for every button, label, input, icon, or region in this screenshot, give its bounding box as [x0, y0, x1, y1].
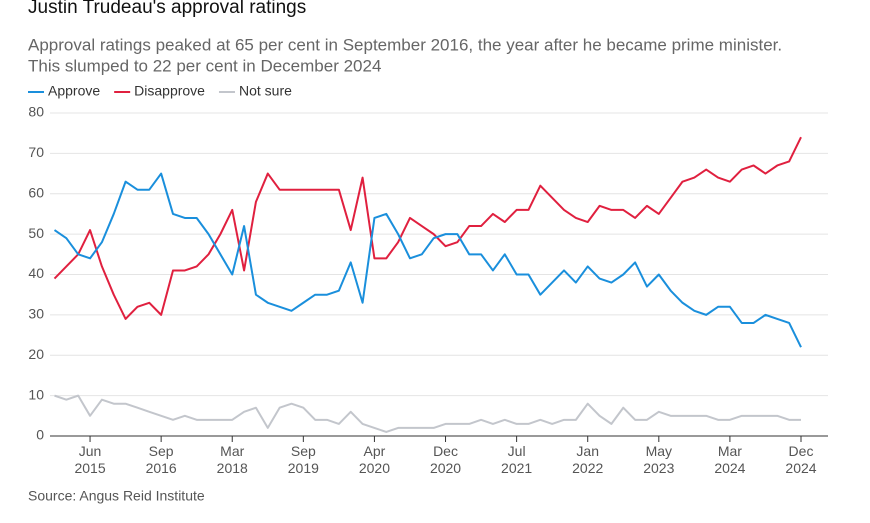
x-tick-label: Jan 2022: [572, 443, 603, 476]
x-tick-label: Mar 2024: [714, 443, 745, 476]
subtitle: This slumped to 22 per cent in December …: [28, 56, 381, 75]
x-tick-label: Sep 2019: [288, 443, 319, 476]
line: [53, 172, 802, 348]
x-tick-label: Dec 2020: [430, 443, 461, 476]
legend-label: Disapprove: [134, 83, 205, 99]
subtitle: Approval ratings peaked at 65 per cent i…: [28, 35, 782, 54]
line: [53, 136, 802, 320]
y-tick-label: 0: [36, 427, 44, 443]
source: Source: Angus Reid Institute: [28, 488, 205, 504]
line: [54, 394, 801, 433]
y-tick-label: 10: [28, 386, 44, 402]
y-tick-label: 80: [28, 104, 44, 120]
y-tick-label: 40: [28, 265, 44, 281]
y-tick-label: 70: [28, 144, 44, 160]
y-tick-label: 60: [28, 184, 44, 200]
legend-label: Approve: [48, 83, 100, 99]
y-tick-label: 20: [28, 346, 44, 362]
y-tick-label: 30: [28, 306, 44, 322]
y-tick-label: 50: [28, 225, 44, 241]
x-tick-label: Dec 2024: [785, 443, 816, 476]
x-tick-label: May 2023: [643, 443, 674, 476]
chart-title: Justin Trudeau's approval ratings: [28, 0, 306, 18]
x-tick-label: Sep 2016: [146, 443, 177, 476]
x-tick-label: Apr 2020: [359, 443, 390, 476]
legend-label: Not sure: [239, 83, 292, 99]
x-tick-label: Jun 2015: [74, 443, 105, 476]
x-tick-label: Mar 2018: [217, 443, 248, 476]
x-tick-label: Jul 2021: [501, 443, 532, 476]
